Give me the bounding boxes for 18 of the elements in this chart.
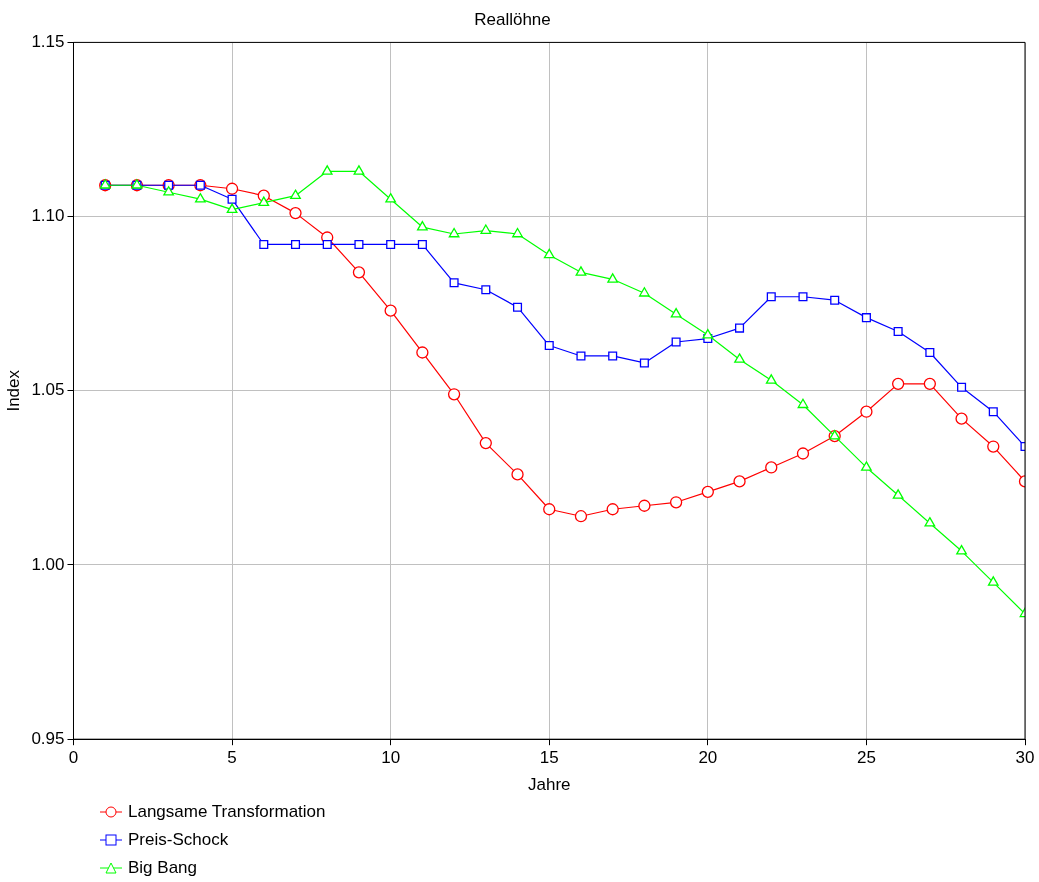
x-axis-title: Jahre	[527, 775, 571, 795]
x-tick-label: 0	[68, 748, 79, 768]
x-tick-label: 15	[539, 748, 559, 768]
x-tick-label: 30	[1015, 748, 1035, 768]
y-tick-label: 1.05	[31, 380, 65, 400]
x-tick-label: 25	[856, 748, 876, 768]
y-tick-label: 1.10	[31, 206, 65, 226]
y-tick-label: 0.95	[31, 728, 65, 748]
y-axis-title: Index	[3, 369, 23, 412]
legend-label: Preis-Schock	[128, 830, 229, 850]
x-tick-label: 20	[698, 748, 718, 768]
legend-label: Big Bang	[128, 858, 197, 878]
chart-title: Reallöhne	[474, 9, 551, 29]
y-tick-label: 1.15	[31, 32, 65, 52]
x-tick-label: 5	[227, 748, 237, 768]
x-tick-label: 10	[381, 748, 401, 768]
y-tick-label: 1.00	[31, 554, 65, 574]
legend-label: Langsame Transformation	[128, 802, 326, 822]
